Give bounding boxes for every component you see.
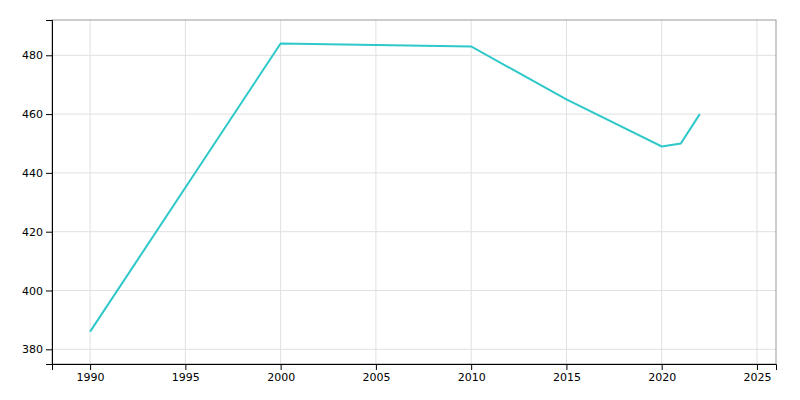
x-tick-mark <box>566 364 567 370</box>
grid-line-x <box>471 20 472 364</box>
marks <box>90 44 700 332</box>
y-tick-label: 420 <box>22 226 43 239</box>
grid <box>52 20 776 364</box>
x-tick-mark <box>376 364 377 370</box>
x-tick-label: 2005 <box>362 371 390 384</box>
y-tick-mark <box>46 349 52 350</box>
grid-line-y <box>52 349 776 350</box>
y-tick-mark <box>46 55 52 56</box>
x-tick-label: 2000 <box>267 371 295 384</box>
x-tick-mark <box>757 364 758 370</box>
x-tick: 1995 <box>172 364 200 384</box>
y-axis: 380 400 420 440 460 480 <box>22 21 53 365</box>
grid-line-x <box>756 20 757 364</box>
grid-line-y <box>52 231 776 232</box>
grid-line-x <box>375 20 376 364</box>
x-tick: 2015 <box>553 364 581 384</box>
x-tick-mark <box>185 364 186 370</box>
x-tick: 2025 <box>743 364 771 384</box>
x-tick-label: 1995 <box>172 371 200 384</box>
y-axis-line <box>46 21 53 365</box>
x-tick-label: 2015 <box>553 371 581 384</box>
y-tick-mark <box>46 173 52 174</box>
x-tick-mark <box>90 364 91 370</box>
x-tick-mark <box>662 364 663 370</box>
x-tick: 2000 <box>267 364 295 384</box>
y-tick-label: 480 <box>22 49 43 62</box>
y-tick-mark <box>46 232 52 233</box>
plot-frame <box>52 20 776 364</box>
x-tick-mark <box>471 364 472 370</box>
y-tick: 400 <box>22 285 52 298</box>
y-tick-mark <box>46 114 52 115</box>
y-tick: 420 <box>22 226 52 239</box>
y-tick-label: 460 <box>22 108 43 121</box>
grid-line-y <box>52 172 776 173</box>
y-tick: 480 <box>22 49 52 62</box>
x-axis: 1990 1995 2000 2005 2010 2015 2020 2025 <box>53 364 777 384</box>
line <box>90 44 700 332</box>
grid-line-x <box>90 20 91 364</box>
grid-line-y <box>52 114 776 115</box>
grid-line-y <box>52 55 776 56</box>
grid-line-x <box>661 20 662 364</box>
plot: 1990 1995 2000 2005 2010 2015 2020 2025 380 400 42… <box>22 20 777 384</box>
y-tick-label: 380 <box>22 343 43 356</box>
x-tick: 2020 <box>648 364 676 384</box>
x-tick: 2005 <box>362 364 390 384</box>
y-tick-label: 400 <box>22 285 43 298</box>
x-tick-label: 2020 <box>648 371 676 384</box>
grid-line-x <box>185 20 186 364</box>
x-tick-label: 2025 <box>743 371 771 384</box>
x-tick-mark <box>281 364 282 370</box>
x-tick: 2010 <box>458 364 486 384</box>
y-tick: 460 <box>22 108 52 121</box>
x-tick-label: 2010 <box>458 371 486 384</box>
chart: 1990 1995 2000 2005 2010 2015 2020 2025 380 400 42… <box>0 0 800 400</box>
x-tick-label: 1990 <box>77 371 105 384</box>
y-tick: 380 <box>22 343 52 356</box>
grid-line-x <box>566 20 567 364</box>
grid-line-x <box>280 20 281 364</box>
grid-line-y <box>52 290 776 291</box>
x-axis-line <box>53 365 777 371</box>
y-tick: 440 <box>22 167 52 180</box>
x-tick: 1990 <box>77 364 105 384</box>
y-tick-label: 440 <box>22 167 43 180</box>
y-tick-mark <box>46 290 52 291</box>
